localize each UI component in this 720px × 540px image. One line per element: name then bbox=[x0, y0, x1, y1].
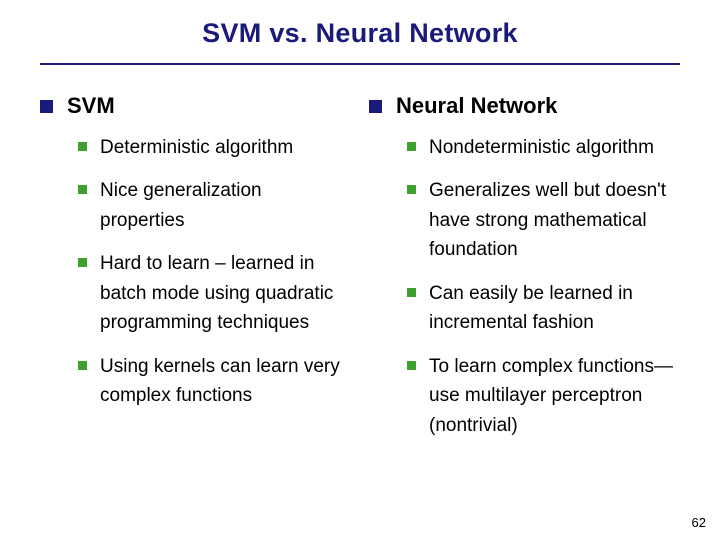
square-bullet-icon bbox=[369, 100, 382, 113]
column-neural-network: Neural Network Nondeterministic algorith… bbox=[369, 93, 680, 454]
item-text: Deterministic algorithm bbox=[100, 133, 293, 162]
item-text: Can easily be learned in incremental fas… bbox=[429, 279, 680, 338]
square-bullet-icon bbox=[78, 258, 87, 267]
item-text: Nondeterministic algorithm bbox=[429, 133, 654, 162]
column-title: SVM bbox=[67, 93, 115, 119]
square-bullet-icon bbox=[407, 185, 416, 194]
list-item: To learn complex functions—use multilaye… bbox=[407, 352, 680, 440]
square-bullet-icon bbox=[407, 288, 416, 297]
list-item: Hard to learn – learned in batch mode us… bbox=[78, 249, 351, 337]
item-text: Nice generalization properties bbox=[100, 176, 351, 235]
columns-container: SVM Deterministic algorithm Nice general… bbox=[40, 93, 680, 454]
list-item: Generalizes well but doesn't have strong… bbox=[407, 176, 680, 264]
slide: SVM vs. Neural Network SVM Deterministic… bbox=[0, 0, 720, 540]
square-bullet-icon bbox=[78, 361, 87, 370]
column-svm: SVM Deterministic algorithm Nice general… bbox=[40, 93, 351, 454]
item-text: Generalizes well but doesn't have strong… bbox=[429, 176, 680, 264]
square-bullet-icon bbox=[407, 142, 416, 151]
page-number: 62 bbox=[692, 515, 706, 530]
item-text: To learn complex functions—use multilaye… bbox=[429, 352, 680, 440]
list-item: Using kernels can learn very complex fun… bbox=[78, 352, 351, 411]
item-text: Using kernels can learn very complex fun… bbox=[100, 352, 351, 411]
list-item: Nice generalization properties bbox=[78, 176, 351, 235]
list-item: Can easily be learned in incremental fas… bbox=[407, 279, 680, 338]
item-text: Hard to learn – learned in batch mode us… bbox=[100, 249, 351, 337]
square-bullet-icon bbox=[78, 142, 87, 151]
column-title: Neural Network bbox=[396, 93, 557, 119]
square-bullet-icon bbox=[40, 100, 53, 113]
slide-title: SVM vs. Neural Network bbox=[40, 18, 680, 65]
list-item: Deterministic algorithm bbox=[78, 133, 351, 162]
square-bullet-icon bbox=[78, 185, 87, 194]
column-header: Neural Network bbox=[369, 93, 680, 119]
square-bullet-icon bbox=[407, 361, 416, 370]
list-item: Nondeterministic algorithm bbox=[407, 133, 680, 162]
column-header: SVM bbox=[40, 93, 351, 119]
